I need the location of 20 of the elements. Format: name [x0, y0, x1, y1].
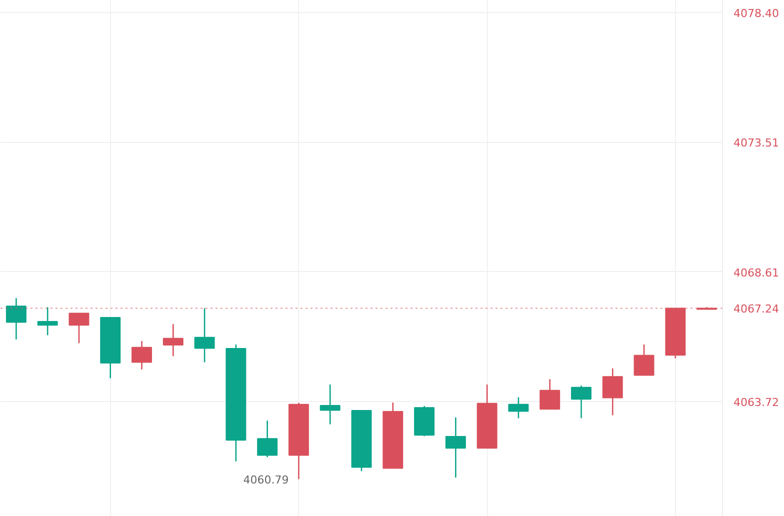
candlestick	[132, 340, 152, 370]
y-tick-label: 4078.40	[734, 6, 779, 20]
candlestick	[508, 396, 529, 419]
ref-line-label: 4067.24	[734, 302, 779, 316]
candlestick	[162, 323, 184, 357]
candlestick	[571, 384, 592, 419]
y-tick-label: 4073.51	[734, 136, 779, 150]
y-tick-label: 4063.72	[734, 396, 779, 409]
y-tick-label: 4068.61	[734, 266, 779, 280]
candlestick	[194, 308, 215, 363]
candlestick	[320, 384, 340, 425]
candlestick	[602, 368, 623, 416]
candlestick	[37, 306, 58, 336]
candlestick	[257, 420, 278, 458]
annotation: 4060.79	[243, 474, 289, 487]
candlestick	[68, 312, 90, 344]
candlestick	[540, 378, 560, 410]
candlestick	[445, 416, 466, 478]
candlestick	[6, 297, 26, 340]
candlestick	[634, 344, 654, 376]
